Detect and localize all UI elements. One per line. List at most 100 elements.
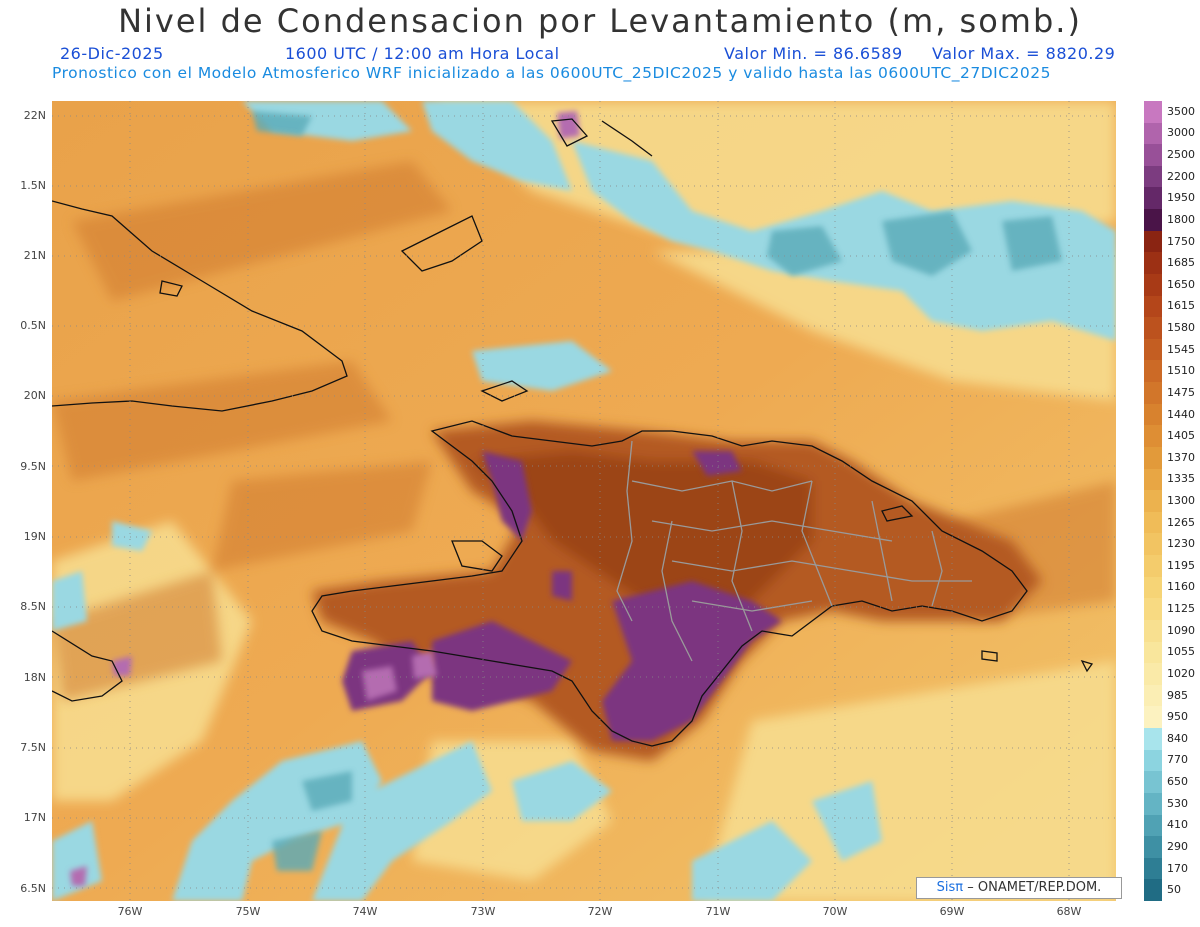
lcl-map [52,101,1116,901]
legend-value: 1265 [1167,515,1195,529]
legend-value: 530 [1167,796,1188,810]
legend-swatch [1144,641,1162,664]
lat-label: 7.5N [20,741,46,754]
legend-value: 1020 [1167,666,1195,680]
lat-label: 21N [23,249,46,262]
lat-label: 9.5N [20,460,46,473]
lon-label: 72W [587,905,613,918]
model-info: Pronostico con el Modelo Atmosferico WRF… [52,64,1051,82]
lon-label: 75W [235,905,261,918]
legend-swatch [1144,619,1162,643]
legend-value: 1090 [1167,623,1195,637]
legend-swatch [1144,749,1162,772]
lat-label: 17N [23,811,46,824]
lon-label: 74W [352,905,378,918]
legend-swatch [1144,857,1162,880]
map-title: Nivel de Condensacion por Levantamiento … [118,2,1082,40]
legend-swatch [1144,295,1162,318]
legend-value: 1685 [1167,256,1195,270]
legend-swatch [1144,252,1162,275]
legend-swatch [1144,273,1162,297]
legend-swatch [1144,490,1162,513]
legend-swatch [1144,684,1162,707]
legend-swatch [1144,403,1162,426]
legend-swatch [1144,382,1162,405]
min-value: Valor Min. = 86.6589 [724,44,903,63]
legend-value: 410 [1167,818,1188,832]
legend-swatch [1144,122,1162,145]
legend-swatch [1144,425,1162,448]
lat-label: 18N [23,671,46,684]
legend-value: 50 [1167,883,1181,897]
legend-swatch [1144,792,1162,815]
lat-label: 1.5N [20,179,46,192]
legend-value: 290 [1167,839,1188,853]
lat-label: 19N [23,530,46,543]
legend-swatch [1144,317,1162,340]
legend-value: 950 [1167,710,1188,724]
lon-label: 76W [117,905,143,918]
sispi-logo-text: Sisπ [936,880,964,895]
legend-value: 1160 [1167,580,1195,594]
legend-swatch [1144,836,1162,859]
lat-label: 22N [23,109,46,122]
legend-swatch [1144,555,1162,578]
legend-value: 1440 [1167,407,1195,421]
legend-swatch [1144,576,1162,599]
max-value: Valor Max. = 8820.29 [932,44,1116,63]
legend-value: 3500 [1167,104,1195,118]
legend-swatch [1144,165,1162,188]
legend-swatch [1144,879,1162,902]
legend-swatch [1144,533,1162,556]
legend-value: 840 [1167,731,1188,745]
lat-label: 8.5N [20,600,46,613]
legend-swatch [1144,230,1162,253]
legend-value: 1750 [1167,234,1195,248]
lon-label: 71W [705,905,731,918]
legend-value: 1230 [1167,537,1195,551]
legend-value: 1580 [1167,321,1195,335]
legend-swatch [1144,468,1162,491]
legend-value: 1195 [1167,558,1195,572]
legend-swatch [1144,814,1162,837]
legend-value: 1335 [1167,472,1195,486]
legend-swatch [1144,360,1162,383]
lon-label: 68W [1056,905,1082,918]
legend-value: 650 [1167,775,1188,789]
legend-swatch [1144,187,1162,210]
legend-value: 3000 [1167,126,1195,140]
legend-swatch [1144,511,1162,534]
legend-swatch [1144,144,1162,167]
lat-label: 6.5N [20,882,46,895]
legend-swatch [1144,706,1162,729]
legend-swatch [1144,338,1162,361]
legend-swatch [1144,771,1162,794]
legend-value: 770 [1167,753,1188,767]
legend-value: 1950 [1167,191,1195,205]
lon-label: 69W [939,905,965,918]
legend-swatch [1144,663,1162,686]
legend-value: 1125 [1167,602,1195,616]
legend-swatch [1144,101,1162,124]
legend-value: 170 [1167,861,1188,875]
legend-value: 1510 [1167,364,1195,378]
legend-value: 985 [1167,688,1188,702]
legend-value: 1545 [1167,342,1195,356]
credit-box: Sisπ – ONAMET/REP.DOM. [916,877,1122,899]
lat-label: 20N [23,389,46,402]
legend-swatch [1144,598,1162,621]
legend-value: 1405 [1167,429,1195,443]
legend-value: 2200 [1167,169,1195,183]
lon-label: 73W [470,905,496,918]
legend-value: 1370 [1167,450,1195,464]
legend-value: 1300 [1167,494,1195,507]
legend-swatch [1144,209,1162,232]
forecast-date: 26-Dic-2025 [60,44,164,63]
legend-value: 1055 [1167,645,1195,659]
legend-value: 2500 [1167,148,1195,162]
color-legend [1144,101,1162,902]
legend-value: 1475 [1167,385,1195,399]
credit-org: – ONAMET/REP.DOM. [967,880,1102,895]
legend-swatch [1144,728,1162,751]
forecast-time: 1600 UTC / 12:00 am Hora Local [285,44,560,63]
